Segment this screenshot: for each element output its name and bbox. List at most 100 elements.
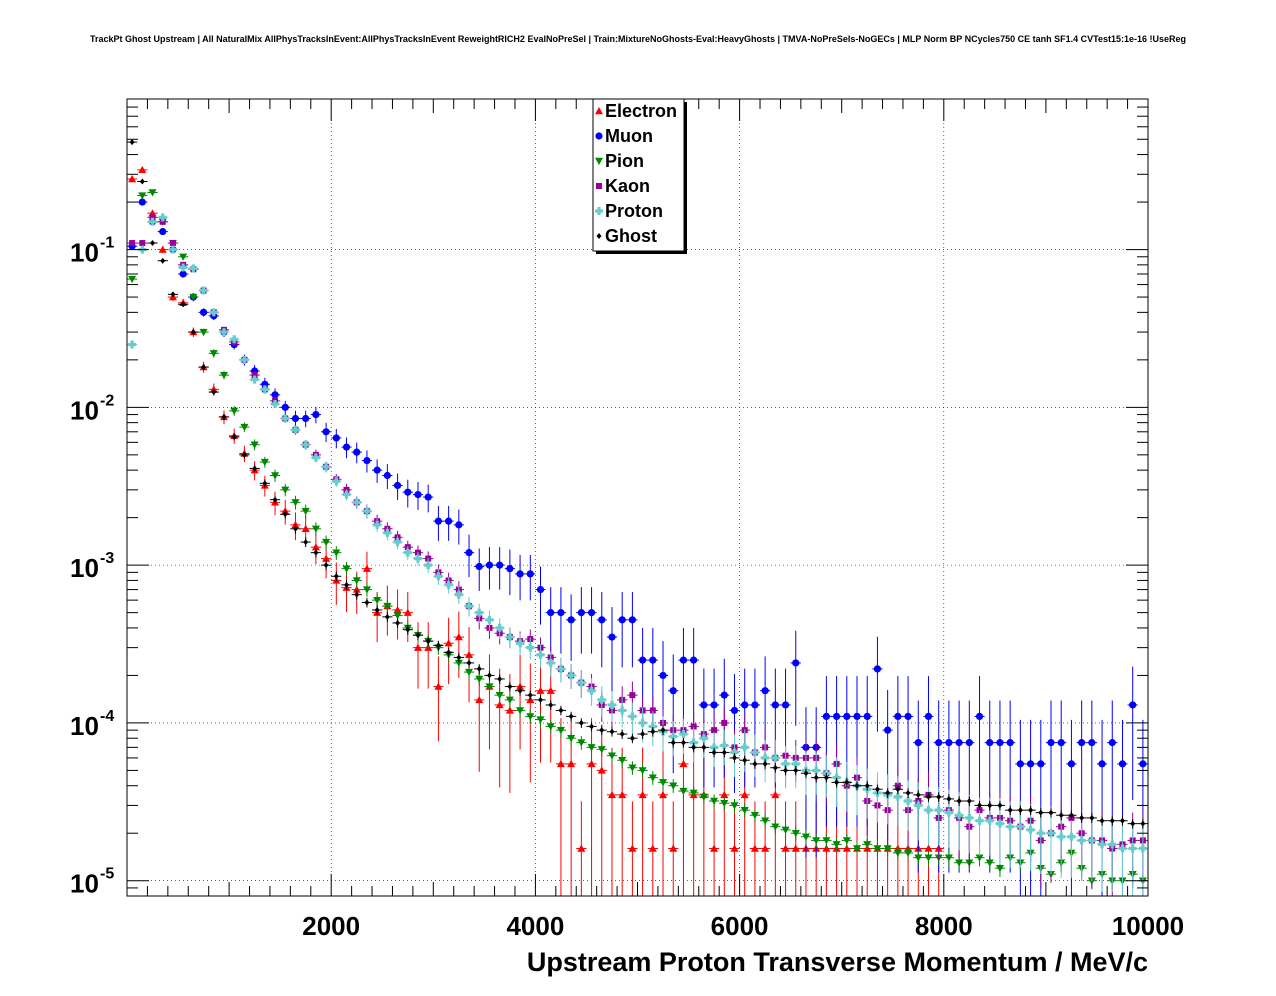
data-point xyxy=(252,465,258,472)
data-point xyxy=(128,340,137,349)
data-point xyxy=(179,263,188,272)
data-point xyxy=(761,844,770,852)
data-point xyxy=(1130,820,1136,827)
data-point xyxy=(231,433,237,440)
data-point xyxy=(873,845,882,853)
legend-label: Kaon xyxy=(605,176,650,196)
data-point xyxy=(720,741,729,750)
data-point xyxy=(711,727,718,734)
data-point xyxy=(1016,760,1024,768)
data-point xyxy=(863,712,871,720)
data-point xyxy=(1047,739,1055,747)
data-point xyxy=(556,664,565,673)
data-point xyxy=(1079,814,1085,821)
data-point xyxy=(629,692,636,699)
data-point xyxy=(138,192,147,200)
data-point xyxy=(761,687,769,695)
data-point xyxy=(444,639,453,647)
data-point xyxy=(679,656,688,664)
data-point xyxy=(995,865,1004,873)
data-point xyxy=(699,793,708,801)
data-point xyxy=(628,616,636,624)
data-point xyxy=(669,844,678,852)
data-point xyxy=(996,739,1004,747)
data-point xyxy=(781,701,790,709)
data-point xyxy=(159,227,167,236)
data-point xyxy=(975,816,984,825)
data-point xyxy=(383,528,392,537)
series-proton xyxy=(127,213,1148,896)
data-point xyxy=(904,849,913,857)
data-point xyxy=(496,561,504,569)
data-point xyxy=(354,591,360,598)
data-point xyxy=(710,701,718,709)
data-point xyxy=(1026,825,1035,834)
data-point xyxy=(791,844,800,852)
data-point xyxy=(364,599,370,606)
data-point xyxy=(230,407,239,415)
data-point xyxy=(842,837,851,845)
data-point xyxy=(832,712,841,720)
data-point xyxy=(771,823,780,831)
data-point xyxy=(138,198,146,206)
data-point xyxy=(189,264,198,273)
data-point xyxy=(935,739,943,747)
data-point xyxy=(527,692,533,699)
data-point xyxy=(219,371,228,380)
data-point xyxy=(209,308,218,317)
data-point xyxy=(832,841,841,849)
data-point xyxy=(526,643,535,652)
data-point xyxy=(689,738,698,747)
data-point xyxy=(639,656,647,664)
data-point xyxy=(975,854,984,862)
data-point xyxy=(313,549,319,556)
data-point xyxy=(219,328,228,337)
data-point xyxy=(261,380,269,388)
data-point xyxy=(465,650,474,659)
data-point xyxy=(985,859,994,867)
data-point xyxy=(342,490,351,499)
data-point xyxy=(793,767,799,774)
data-point xyxy=(1099,817,1105,824)
data-point xyxy=(291,499,300,507)
legend-entry-pion: Pion xyxy=(595,151,644,171)
data-point xyxy=(905,789,911,796)
data-point xyxy=(721,719,728,726)
data-point xyxy=(730,706,739,715)
data-point xyxy=(577,678,586,687)
data-point xyxy=(834,779,840,786)
data-point xyxy=(689,789,698,797)
data-point xyxy=(1129,701,1137,709)
data-point xyxy=(1007,807,1013,814)
data-point xyxy=(985,816,994,825)
x-tick-label: 10000 xyxy=(1112,911,1184,941)
data-point xyxy=(587,686,596,695)
data-point xyxy=(628,712,637,721)
data-point xyxy=(170,291,176,298)
x-tick-label: 4000 xyxy=(506,911,564,941)
data-point xyxy=(975,712,984,720)
data-point xyxy=(301,507,310,516)
data-point xyxy=(638,718,647,727)
data-point xyxy=(587,609,596,617)
data-point xyxy=(505,633,514,642)
data-point xyxy=(822,844,831,852)
data-point xyxy=(322,554,331,562)
data-point xyxy=(680,739,686,746)
data-point xyxy=(150,240,156,247)
data-point xyxy=(201,364,207,371)
data-point xyxy=(894,712,902,720)
data-point xyxy=(383,471,391,480)
data-point xyxy=(741,701,749,709)
data-point xyxy=(1026,760,1035,768)
data-point xyxy=(323,562,329,569)
data-point xyxy=(822,837,831,845)
data-point xyxy=(1047,829,1056,838)
data-point xyxy=(966,798,972,805)
data-point xyxy=(465,668,474,677)
data-point xyxy=(619,731,625,738)
data-point xyxy=(1067,760,1076,768)
data-point xyxy=(568,713,574,720)
legend-entry-electron: Electron xyxy=(595,101,677,121)
data-point xyxy=(272,496,278,503)
